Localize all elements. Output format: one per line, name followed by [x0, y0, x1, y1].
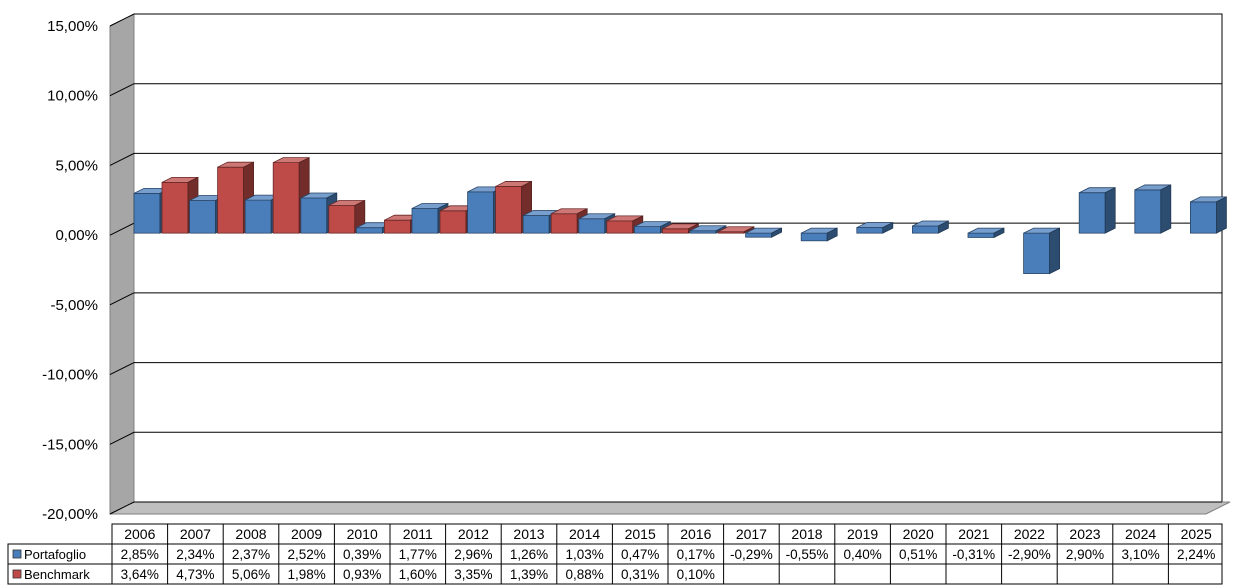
bar-portafoglio-2025	[1190, 196, 1227, 234]
x-tick-label: 2006	[124, 526, 155, 542]
bar-benchmark-2016	[717, 226, 755, 234]
data-label: 2,34%	[176, 547, 214, 562]
data-label: 0,93%	[343, 567, 381, 582]
x-tick-label: 2007	[180, 526, 211, 542]
bar-portafoglio-2016	[689, 225, 727, 234]
x-tick-label: 2010	[347, 526, 378, 542]
grid-line	[109, 83, 1222, 97]
data-label: 2,96%	[454, 547, 492, 562]
bar-portafoglio-2018	[800, 227, 838, 242]
legend-entry: Portafoglio	[24, 547, 86, 562]
data-label: 2,52%	[287, 547, 325, 562]
bar-benchmark-2009	[328, 199, 366, 234]
data-label: 0,40%	[843, 547, 881, 562]
x-tick-label: 2011	[403, 526, 433, 542]
y-tick-label: -5,00%	[50, 297, 98, 314]
bar-portafoglio-2019	[856, 221, 894, 234]
y-tick-label: -20,00%	[42, 506, 98, 523]
x-tick-label: 2013	[513, 526, 544, 542]
data-label: 3,35%	[454, 567, 492, 582]
bar-benchmark-2013	[550, 208, 588, 234]
side-wall	[109, 13, 135, 515]
floor	[109, 501, 1231, 515]
data-label: 2,24%	[1177, 547, 1215, 562]
grid-lines	[109, 13, 1222, 515]
grid-line	[109, 292, 1222, 306]
y-tick-label: 5,00%	[55, 157, 98, 174]
data-label: 1,77%	[399, 547, 437, 562]
y-tick-label: -10,00%	[42, 367, 98, 384]
x-tick-label: 2012	[458, 526, 489, 542]
data-label: 0,17%	[677, 547, 715, 562]
x-tick-label: 2016	[680, 526, 711, 542]
data-label: 1,39%	[510, 567, 548, 582]
data-label: 3,10%	[1121, 547, 1159, 562]
y-tick-label: 15,00%	[47, 18, 98, 35]
data-label: 0,51%	[899, 547, 937, 562]
x-tick-label: 2009	[291, 526, 322, 542]
legend-entry: Benchmark	[24, 567, 90, 582]
data-label: -0,55%	[786, 547, 829, 562]
chart-walls	[109, 13, 1231, 515]
data-label: 5,06%	[232, 567, 270, 582]
data-label: 0,10%	[677, 567, 715, 582]
data-label: -0,29%	[730, 547, 773, 562]
x-tick-label: 2021	[958, 526, 989, 542]
bar-portafoglio-2024	[1134, 184, 1172, 234]
y-tick-label: -15,00%	[42, 436, 98, 453]
bar-portafoglio-2020	[912, 220, 949, 234]
data-label: 4,73%	[176, 567, 214, 582]
data-label: 2,37%	[232, 547, 270, 562]
y-axis-tick-labels: 15,00% 10,00% 5,00% 0,00% -5,00% -10,00% -15,0…	[42, 18, 98, 523]
grid-line	[109, 431, 1222, 445]
grid-line	[109, 13, 1222, 27]
data-table: 2006 2007 2008 2009 2010 2011 2012 2013 2014 2015…	[7, 523, 1223, 585]
legend-key-benchmark	[12, 569, 22, 579]
x-tick-label: 2023	[1069, 526, 1100, 542]
y-tick-label: 0,00%	[55, 227, 98, 244]
data-label: 3,64%	[121, 567, 159, 582]
x-tick-label: 2018	[791, 526, 822, 542]
bar-portafoglio-2017	[745, 227, 782, 238]
data-label: -2,90%	[1008, 547, 1051, 562]
x-tick-label: 2022	[1014, 526, 1045, 542]
data-label: 2,85%	[121, 547, 159, 562]
grid-line	[109, 501, 1222, 515]
data-label: 0,88%	[565, 567, 603, 582]
x-tick-label: 2019	[847, 526, 878, 542]
data-label: 1,26%	[510, 547, 548, 562]
grid-line	[109, 152, 1222, 166]
bar-portafoglio-2022	[1023, 227, 1060, 275]
bar-portafoglio-2023	[1078, 187, 1116, 234]
legend-key-portafoglio	[12, 549, 22, 559]
data-label: 2,90%	[1066, 547, 1104, 562]
grid-line	[109, 362, 1222, 376]
bar-benchmark-2014	[606, 215, 644, 234]
y-tick-label: 10,00%	[47, 88, 98, 105]
data-label: 1,03%	[565, 547, 603, 562]
data-label: 0,47%	[621, 547, 659, 562]
x-tick-label: 2017	[736, 526, 767, 542]
x-tick-label: 2014	[569, 526, 600, 542]
x-tick-label: 2025	[1181, 526, 1212, 542]
data-label: 0,39%	[343, 547, 381, 562]
bars	[133, 156, 1227, 275]
bar-portafoglio-2021	[967, 227, 1005, 239]
data-label: 1,98%	[287, 567, 325, 582]
x-tick-label: 2008	[235, 526, 266, 542]
data-label: 0,31%	[621, 567, 659, 582]
x-tick-label: 2024	[1125, 526, 1156, 542]
data-label: -0,31%	[952, 547, 995, 562]
x-tick-label: 2015	[625, 526, 656, 542]
x-tick-label: 2020	[903, 526, 934, 542]
data-label: 1,60%	[399, 567, 437, 582]
